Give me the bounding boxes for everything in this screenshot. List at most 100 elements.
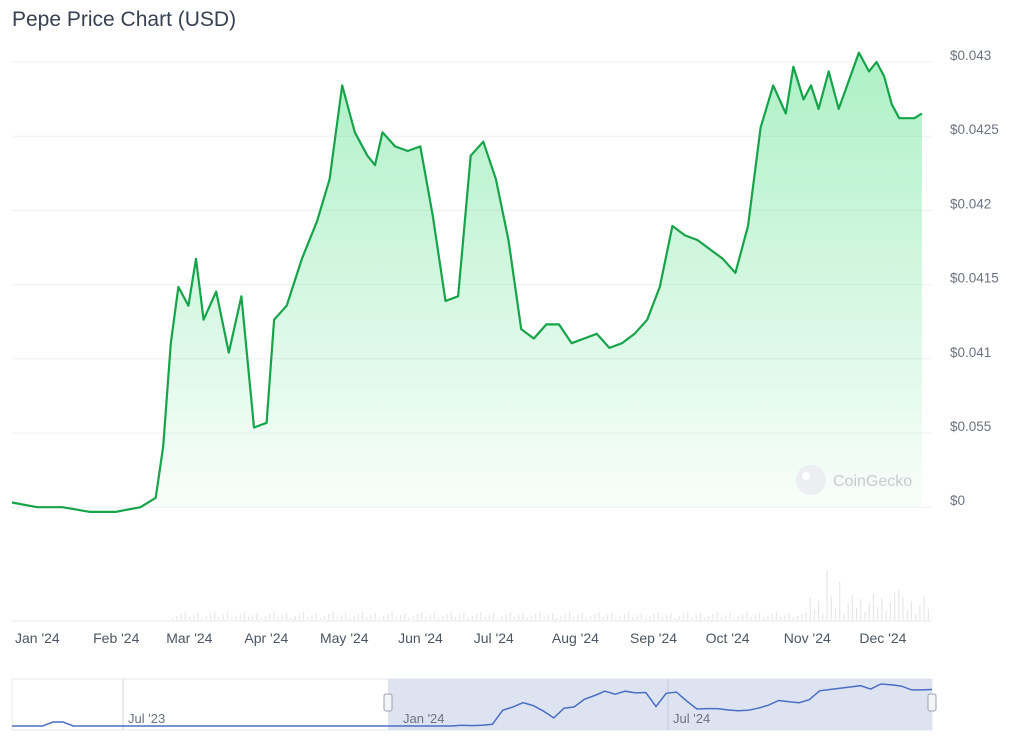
volume-bar bbox=[264, 616, 267, 620]
volume-bar bbox=[906, 610, 908, 620]
volume-bar bbox=[302, 612, 305, 620]
volume-bar bbox=[492, 613, 495, 620]
volume-bar bbox=[188, 617, 191, 620]
volume-bar bbox=[438, 618, 440, 620]
volume-bar bbox=[746, 612, 748, 620]
volume-bar bbox=[792, 618, 794, 620]
volume-bar bbox=[733, 618, 735, 620]
volume-bar bbox=[518, 615, 520, 620]
y-tick-label: $0.055 bbox=[950, 419, 991, 434]
x-tick-label: Sep '24 bbox=[630, 630, 677, 646]
volume-bar bbox=[788, 613, 790, 620]
volume-bar bbox=[307, 617, 309, 620]
volume-bar bbox=[526, 618, 528, 620]
volume-bar bbox=[273, 612, 275, 620]
volume-bar bbox=[628, 612, 630, 620]
volume-bar bbox=[315, 613, 317, 620]
volume-bar bbox=[687, 612, 689, 620]
range-navigator[interactable]: Jul '23 Jan '24 Jul '24 bbox=[11, 678, 937, 731]
volume-bar bbox=[222, 615, 224, 620]
volume-bar bbox=[530, 616, 533, 620]
volume-bar bbox=[556, 618, 558, 620]
x-tick-label: May '24 bbox=[320, 630, 369, 646]
volume-bar bbox=[450, 612, 452, 620]
volume-bar bbox=[860, 599, 862, 620]
volume-bar bbox=[243, 612, 245, 620]
volume-bar bbox=[226, 613, 229, 620]
x-tick-label: Aug '24 bbox=[552, 630, 599, 646]
volume-bar bbox=[573, 617, 575, 620]
volume-bar bbox=[889, 602, 891, 620]
price-line[interactable] bbox=[11, 51, 923, 513]
volume-bar bbox=[201, 618, 203, 620]
y-tick-label: $0.043 bbox=[950, 48, 991, 63]
volume-bar bbox=[260, 618, 262, 620]
volume-bar bbox=[425, 617, 427, 620]
x-tick-label: Feb '24 bbox=[93, 630, 139, 646]
volume-bar bbox=[374, 613, 376, 620]
volume-bar bbox=[412, 616, 414, 620]
navigator-line bbox=[12, 683, 933, 727]
volume-bar bbox=[919, 605, 921, 620]
navigator-label: Jul '23 bbox=[128, 711, 165, 726]
volume-bar bbox=[822, 614, 824, 620]
volume-bar bbox=[725, 615, 727, 620]
volume-bar bbox=[560, 616, 562, 620]
volume-bar bbox=[459, 615, 461, 620]
volume-bar bbox=[834, 609, 837, 620]
volume-bar bbox=[370, 615, 372, 620]
volume-bar bbox=[383, 616, 385, 620]
volume-bar bbox=[505, 614, 507, 620]
x-tick-label: Mar '24 bbox=[166, 630, 212, 646]
volume-bar bbox=[547, 615, 549, 620]
volume-bar bbox=[480, 612, 482, 620]
volume-bar bbox=[319, 618, 321, 620]
volume-bar bbox=[894, 593, 896, 620]
volume-bar bbox=[813, 610, 815, 620]
volume-bar bbox=[214, 612, 216, 620]
volume-bar bbox=[590, 616, 592, 620]
volume-bar bbox=[826, 570, 828, 620]
volume-bar bbox=[509, 612, 511, 620]
volume-bar bbox=[801, 614, 803, 620]
volume-bar bbox=[585, 618, 587, 620]
volume-bar bbox=[818, 601, 820, 620]
volume-bar bbox=[649, 616, 651, 620]
volume-bar bbox=[290, 618, 292, 620]
volume-bar bbox=[885, 611, 887, 620]
volume-bar bbox=[636, 615, 638, 620]
volume-bar bbox=[395, 617, 397, 620]
volume-bar bbox=[839, 582, 841, 620]
volume-bar bbox=[391, 612, 393, 620]
navigator-handle-right[interactable] bbox=[927, 693, 937, 712]
volume-bar bbox=[184, 612, 186, 620]
volume-bar bbox=[780, 617, 782, 620]
volume-bar bbox=[239, 614, 241, 620]
x-tick-label: Jun '24 bbox=[398, 630, 443, 646]
coingecko-watermark: CoinGecko bbox=[796, 465, 912, 495]
volume-bar bbox=[902, 597, 904, 620]
volume-bar bbox=[552, 613, 554, 620]
volume-bar bbox=[408, 618, 410, 620]
volume-bar bbox=[868, 603, 870, 620]
volume-bar bbox=[332, 612, 334, 620]
volume-bar bbox=[611, 613, 613, 620]
watermark-text: CoinGecko bbox=[833, 473, 912, 490]
navigator-handle-left[interactable] bbox=[383, 693, 393, 712]
volume-bar bbox=[704, 618, 706, 620]
volume-bar bbox=[328, 614, 330, 620]
volume-bar bbox=[856, 608, 858, 620]
volume-bar bbox=[378, 618, 381, 620]
volume-bar bbox=[754, 615, 756, 620]
volume-bar bbox=[640, 613, 642, 620]
volume-bar bbox=[488, 615, 490, 620]
volume-bar bbox=[632, 617, 634, 620]
volume-bar bbox=[771, 614, 773, 620]
volume-bar bbox=[796, 616, 799, 620]
volume-bar bbox=[471, 616, 473, 620]
volume-bar bbox=[311, 615, 313, 620]
volume-bar bbox=[720, 617, 723, 620]
volume-bar bbox=[235, 616, 237, 620]
volume-bar bbox=[277, 617, 279, 620]
